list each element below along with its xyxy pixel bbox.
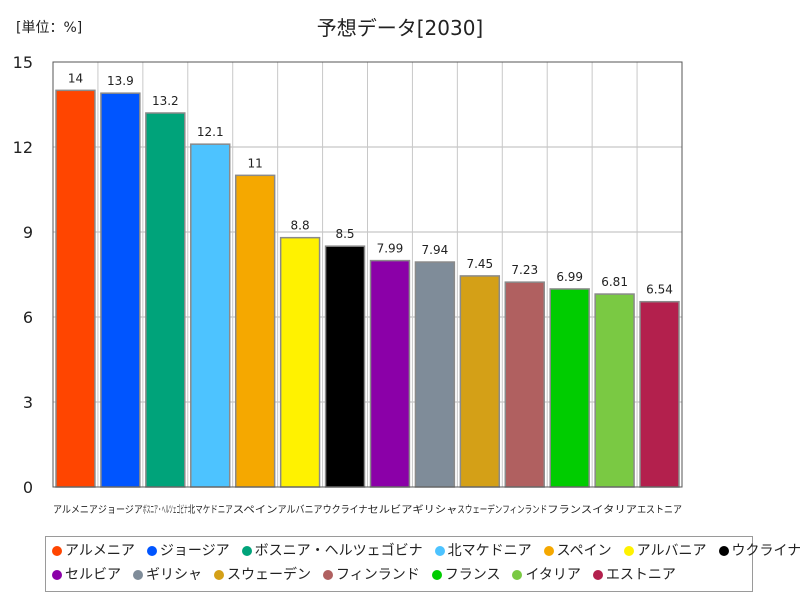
bar xyxy=(459,275,501,488)
legend-item: ジョージア xyxy=(146,540,230,562)
legend-item: ボスニア・ヘルツェゴビナ xyxy=(241,540,423,562)
x-tick-label: スウェーデン xyxy=(457,503,502,516)
legend-label: 北マケドニア xyxy=(447,543,532,559)
legend-label: フィンランド xyxy=(336,567,420,583)
legend-label: ウクライナ xyxy=(731,543,800,559)
bar-value-label: 12.1 xyxy=(197,125,224,139)
x-tick-label: 北マケドニア xyxy=(188,504,233,516)
bar-value-label: 6.54 xyxy=(646,283,673,297)
bar-chart: 0 3 6 9 12 15 14 アルメニア 13.9 ジョージア 13.2 ボスニア・ヘルツェゴビナ… xyxy=(13,53,683,516)
bar xyxy=(414,261,456,488)
legend-label: セルビア xyxy=(65,567,121,583)
legend-marker xyxy=(214,570,224,580)
legend-marker xyxy=(623,546,634,556)
bar xyxy=(234,174,276,488)
legend-item: アルメニア xyxy=(52,540,135,562)
bar xyxy=(549,288,590,488)
bar-value-label: 7.23 xyxy=(511,263,538,277)
bar-value-label: 7.99 xyxy=(377,242,404,256)
legend-row: アルメニア ジョージア ボスニア・ヘルツェゴビナ 北マケドニア スペイン アルバニア ウクラ… xyxy=(52,540,800,564)
bar-value-label: 8.8 xyxy=(291,219,310,233)
legend-label: スペイン xyxy=(556,543,612,559)
bar-value-label: 14 xyxy=(68,71,83,85)
legend-marker xyxy=(323,570,333,580)
legend-label: ジョージア xyxy=(159,543,230,559)
legend-marker xyxy=(52,570,62,580)
legend-item: エストニア xyxy=(592,564,676,586)
legend-marker xyxy=(146,546,157,556)
legend-marker xyxy=(241,546,252,556)
legend-marker xyxy=(133,570,143,580)
bar-value-label: 7.94 xyxy=(422,243,449,257)
legend-item: スウェーデン xyxy=(214,564,311,586)
bar-value-label: 8.5 xyxy=(335,227,354,241)
legend-marker xyxy=(718,546,729,556)
plot-border xyxy=(52,61,683,488)
y-tick-label: 3 xyxy=(23,393,33,412)
bar-value-label: 6.81 xyxy=(601,275,628,289)
legend-marker xyxy=(592,570,603,580)
legend-item: セルビア xyxy=(52,564,121,586)
legend-item: スペイン xyxy=(543,540,612,562)
bar xyxy=(594,293,635,488)
bar xyxy=(100,92,141,488)
legend-item: イタリア xyxy=(512,564,581,586)
legend-label: ギリシャ xyxy=(146,567,202,583)
legend-item: 北マケドニア xyxy=(434,540,532,562)
bar-value-label: 13.9 xyxy=(107,74,134,88)
bar xyxy=(145,112,186,488)
legend-item: ギリシャ xyxy=(133,564,202,586)
bar xyxy=(639,300,680,488)
x-tick-label: セルビア xyxy=(368,504,413,516)
x-tick-label: ウクライナ xyxy=(323,504,368,516)
legend-label: エストニア xyxy=(605,567,676,583)
bar xyxy=(324,245,366,488)
legend-label: ボスニア・ヘルツェゴビナ xyxy=(254,543,423,559)
legend-label: アルバニア xyxy=(636,543,707,559)
legend-marker xyxy=(434,546,445,556)
y-tick-label: 9 xyxy=(23,223,33,242)
legend-marker xyxy=(431,570,442,580)
legend-label: イタリア xyxy=(525,567,581,583)
x-tick-label: エストニア xyxy=(637,505,682,516)
x-tick-label: ボスニア・ヘルツェゴビナ xyxy=(143,503,188,516)
y-tick-label: 6 xyxy=(23,308,33,327)
chart-title: 予想データ[2030] xyxy=(316,16,484,40)
x-tick-label: スペイン xyxy=(233,505,278,516)
legend-row: セルビア ギリシャ スウェーデン フィンランド フランス イタリア エストニア xyxy=(52,564,752,588)
bar xyxy=(369,259,411,488)
legend-label: アルメニア xyxy=(65,543,135,559)
bar-value-label: 7.45 xyxy=(466,257,493,271)
unit-label: [単位：%] xyxy=(16,20,83,36)
x-tick-label: フィンランド xyxy=(502,504,547,516)
bar xyxy=(190,143,231,488)
legend-item: ウクライナ xyxy=(718,540,800,562)
legend-marker xyxy=(543,546,554,556)
y-tick-label: 12 xyxy=(13,138,33,157)
x-tick-label: ジョージア xyxy=(98,505,143,516)
x-tick-label: ギリシャ xyxy=(412,504,457,516)
legend-label: フランス xyxy=(444,567,501,583)
bar xyxy=(279,236,321,488)
legend-marker xyxy=(52,546,62,556)
x-tick-label: アルメニア xyxy=(53,505,98,516)
bar-value-label: 11 xyxy=(248,156,263,170)
x-tick-label: フランス xyxy=(547,504,592,516)
legend-label: スウェーデン xyxy=(227,567,311,583)
legend-marker xyxy=(512,570,523,580)
legend-item: アルバニア xyxy=(623,540,707,562)
bar xyxy=(55,89,96,488)
y-tick-label: 0 xyxy=(23,478,33,497)
bar-value-label: 6.99 xyxy=(556,270,583,284)
x-tick-label: アルバニア xyxy=(278,504,323,516)
x-tick-label: イタリア xyxy=(592,504,637,516)
legend-item: フィンランド xyxy=(323,564,420,586)
y-tick-label: 15 xyxy=(13,53,33,72)
legend-item: フランス xyxy=(431,564,501,586)
bar-value-label: 13.2 xyxy=(152,94,179,108)
bar xyxy=(504,281,545,488)
legend: アルメニア ジョージア ボスニア・ヘルツェゴビナ 北マケドニア スペイン アルバニア ウクラ… xyxy=(45,536,800,592)
